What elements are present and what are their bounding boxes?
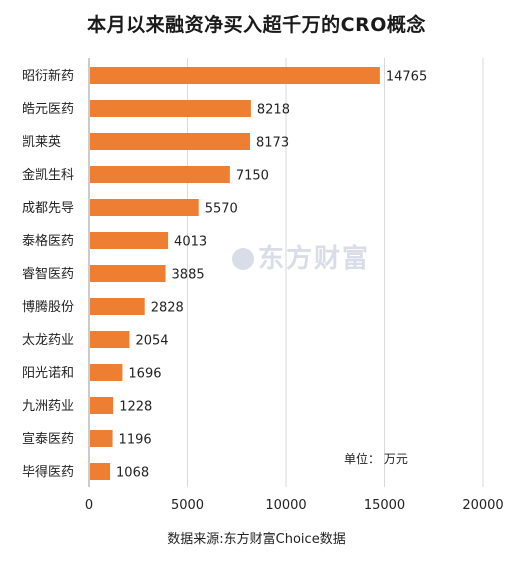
data-label: 1068 (116, 466, 149, 481)
x-tick-label: 15000 (364, 498, 405, 513)
category-label: 太龙药业 (22, 333, 74, 348)
category-label: 泰格医药 (22, 233, 74, 249)
bar (90, 463, 111, 480)
category-label: 睿智医药 (22, 267, 74, 282)
data-label: 2054 (135, 334, 168, 349)
category-label: 博腾股份 (22, 299, 74, 315)
data-label: 2828 (151, 301, 184, 316)
category-label: 宣泰医药 (22, 431, 74, 447)
category-label: 阳光诺和 (22, 366, 74, 381)
data-source: 数据来源:东方财富Choice数据 (167, 532, 346, 547)
category-label: 九洲药业 (22, 399, 74, 414)
x-tick-label: 10000 (265, 498, 306, 513)
bar (90, 331, 130, 348)
category-label: 皓元医药 (22, 102, 74, 117)
data-label: 7150 (236, 169, 269, 184)
category-label: 毕得医药 (22, 464, 74, 480)
x-tick-label: 0 (85, 498, 93, 513)
bar (90, 232, 169, 249)
data-label: 5570 (205, 202, 238, 217)
bar (90, 298, 145, 315)
x-tick-label: 5000 (171, 498, 204, 513)
category-label: 金凯生科 (22, 167, 74, 183)
category-label: 成都先导 (22, 201, 74, 216)
bar (90, 397, 114, 414)
category-label: 昭衍新药 (22, 68, 74, 84)
bar (90, 364, 123, 381)
x-tick-label: 20000 (462, 498, 503, 513)
bar (90, 133, 251, 150)
data-label: 3885 (172, 268, 205, 283)
unit-label: 单位： 万元 (344, 452, 408, 466)
bar (90, 67, 380, 84)
bar (90, 199, 199, 216)
bar (90, 430, 113, 447)
bar (90, 166, 230, 183)
brand-logo-icon (232, 248, 254, 270)
data-label: 14765 (386, 70, 427, 85)
bar (90, 265, 166, 282)
category-label: 凯莱英 (22, 135, 61, 150)
watermark-logo: 东方财富 (232, 238, 370, 275)
data-label: 4013 (174, 235, 207, 250)
data-label: 8218 (257, 103, 290, 118)
bar (90, 100, 251, 117)
watermark-text: 东方财富 (258, 244, 371, 274)
chart-title: 本月以来融资净买入超千万的CRO概念 (87, 14, 426, 36)
data-label: 1196 (119, 433, 152, 448)
data-label: 8173 (256, 136, 289, 151)
data-label: 1696 (128, 367, 161, 382)
data-label: 1228 (119, 400, 152, 415)
